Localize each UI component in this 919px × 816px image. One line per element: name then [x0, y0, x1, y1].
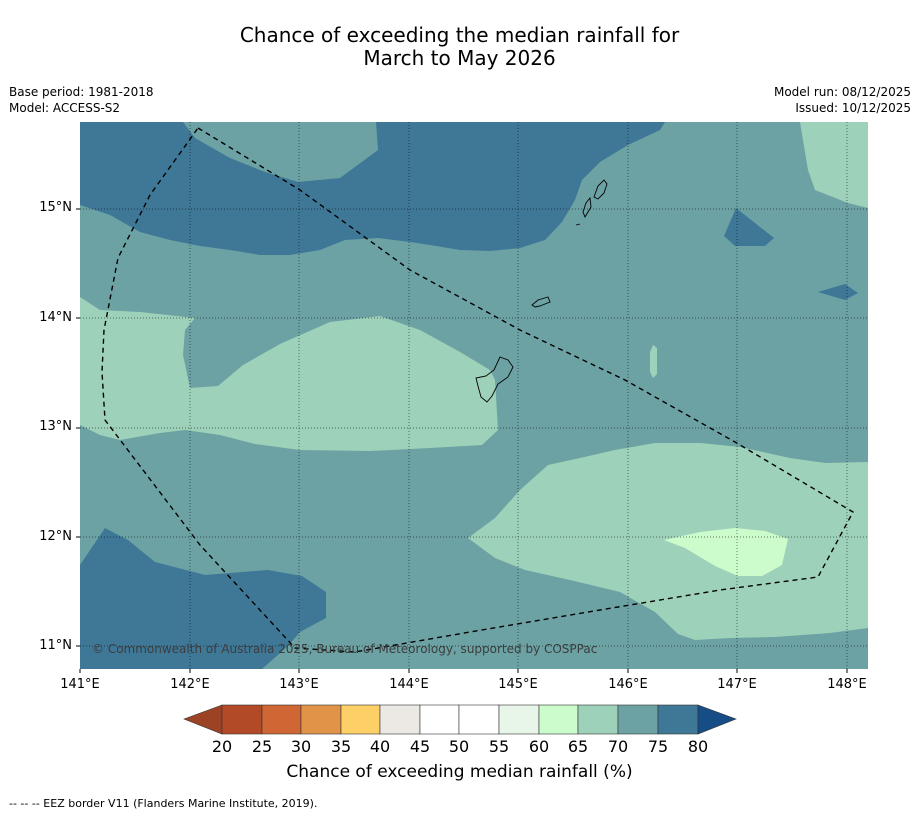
- island-tinian: [582, 196, 592, 219]
- colorbar-cell-60-65: [538, 704, 579, 735]
- colorbar-cell-65-70: [577, 704, 619, 735]
- region-65-70-spot: [650, 345, 657, 378]
- colorbar-tick: 25: [251, 737, 273, 756]
- colorbar-cell-40-45: [379, 704, 421, 735]
- title-line-1: Chance of exceeding the median rainfall …: [239, 23, 680, 47]
- lat-tick-label: 11°N: [39, 638, 72, 653]
- colorbar-cell-75-80: [657, 704, 699, 735]
- colorbar-tick: 65: [567, 737, 589, 756]
- colorbar-cell-25-30: [261, 704, 302, 735]
- colorbar-tick: 50: [448, 737, 470, 756]
- lon-tick-label: 142°E: [170, 677, 210, 692]
- lon-tick-label: 143°E: [279, 677, 319, 692]
- lon-tick-label: 141°E: [60, 677, 100, 692]
- island-rota: [531, 296, 551, 308]
- colorbar-cell-below20: [183, 704, 223, 735]
- island-aguijan: [575, 223, 581, 226]
- graticule: [80, 122, 868, 669]
- lon-tick-label: 148°E: [827, 677, 867, 692]
- lon-tick-label: 144°E: [389, 677, 429, 692]
- colorbar-label: Chance of exceeding median rainfall (%): [286, 762, 633, 782]
- lat-tick-label: 14°N: [39, 310, 72, 325]
- eez-border: [101, 127, 854, 653]
- region-65-70-northeast: [800, 122, 868, 208]
- colorbar-cell-30-35: [300, 704, 342, 735]
- region-60-65-patch: [664, 528, 788, 576]
- colorbar-cell-35-40: [340, 704, 381, 735]
- region-75-80-north: [80, 122, 665, 255]
- colorbar-tick: 55: [488, 737, 510, 756]
- island-saipan: [593, 179, 608, 200]
- axis-ticks: [76, 208, 848, 673]
- colorbar-tick: 20: [211, 737, 233, 756]
- title-line-2: March to May 2026: [363, 46, 556, 70]
- colorbar-cell-55-60: [498, 704, 540, 735]
- colorbar-tick: 60: [528, 737, 550, 756]
- colorbar-tick: 80: [687, 737, 709, 756]
- colorbar-tick: 45: [409, 737, 431, 756]
- colorbar: [183, 704, 737, 735]
- colorbar-tick: 40: [369, 737, 391, 756]
- issued-date: Issued: 10/12/2025: [795, 101, 911, 115]
- region-65-70-central: [80, 297, 498, 451]
- region-75-80-southwest: [80, 528, 326, 669]
- island-guam: [475, 356, 514, 403]
- model-name: Model: ACCESS-S2: [9, 101, 121, 115]
- lon-tick-label: 145°E: [498, 677, 538, 692]
- colorbar-tick: 70: [607, 737, 629, 756]
- region-75-80-patch-east-2: [818, 284, 858, 300]
- lat-tick-label: 15°N: [39, 200, 72, 215]
- colorbar-cell-70-75: [617, 704, 659, 735]
- lat-tick-label: 12°N: [39, 529, 72, 544]
- copyright-notice: © Commonwealth of Australia 2025, Bureau…: [92, 642, 598, 656]
- colorbar-tick: 35: [330, 737, 352, 756]
- lat-tick-label: 13°N: [39, 419, 72, 434]
- colorbar-tick: 75: [647, 737, 669, 756]
- colorbar-cell-45-50: [419, 704, 460, 735]
- lon-tick-label: 146°E: [608, 677, 648, 692]
- colorbar-cell-20-25: [221, 704, 263, 735]
- lon-tick-label: 147°E: [717, 677, 757, 692]
- region-75-80-patch-east: [724, 208, 774, 246]
- colorbar-cell-50-55: [458, 704, 500, 735]
- base-period: Base period: 1981-2018: [9, 85, 154, 99]
- colorbar-cell-above80: [697, 704, 737, 735]
- model-run: Model run: 08/12/2025: [773, 85, 911, 99]
- eez-footnote: -- -- -- EEZ border V11 (Flanders Marine…: [9, 797, 318, 810]
- colorbar-tick: 30: [290, 737, 312, 756]
